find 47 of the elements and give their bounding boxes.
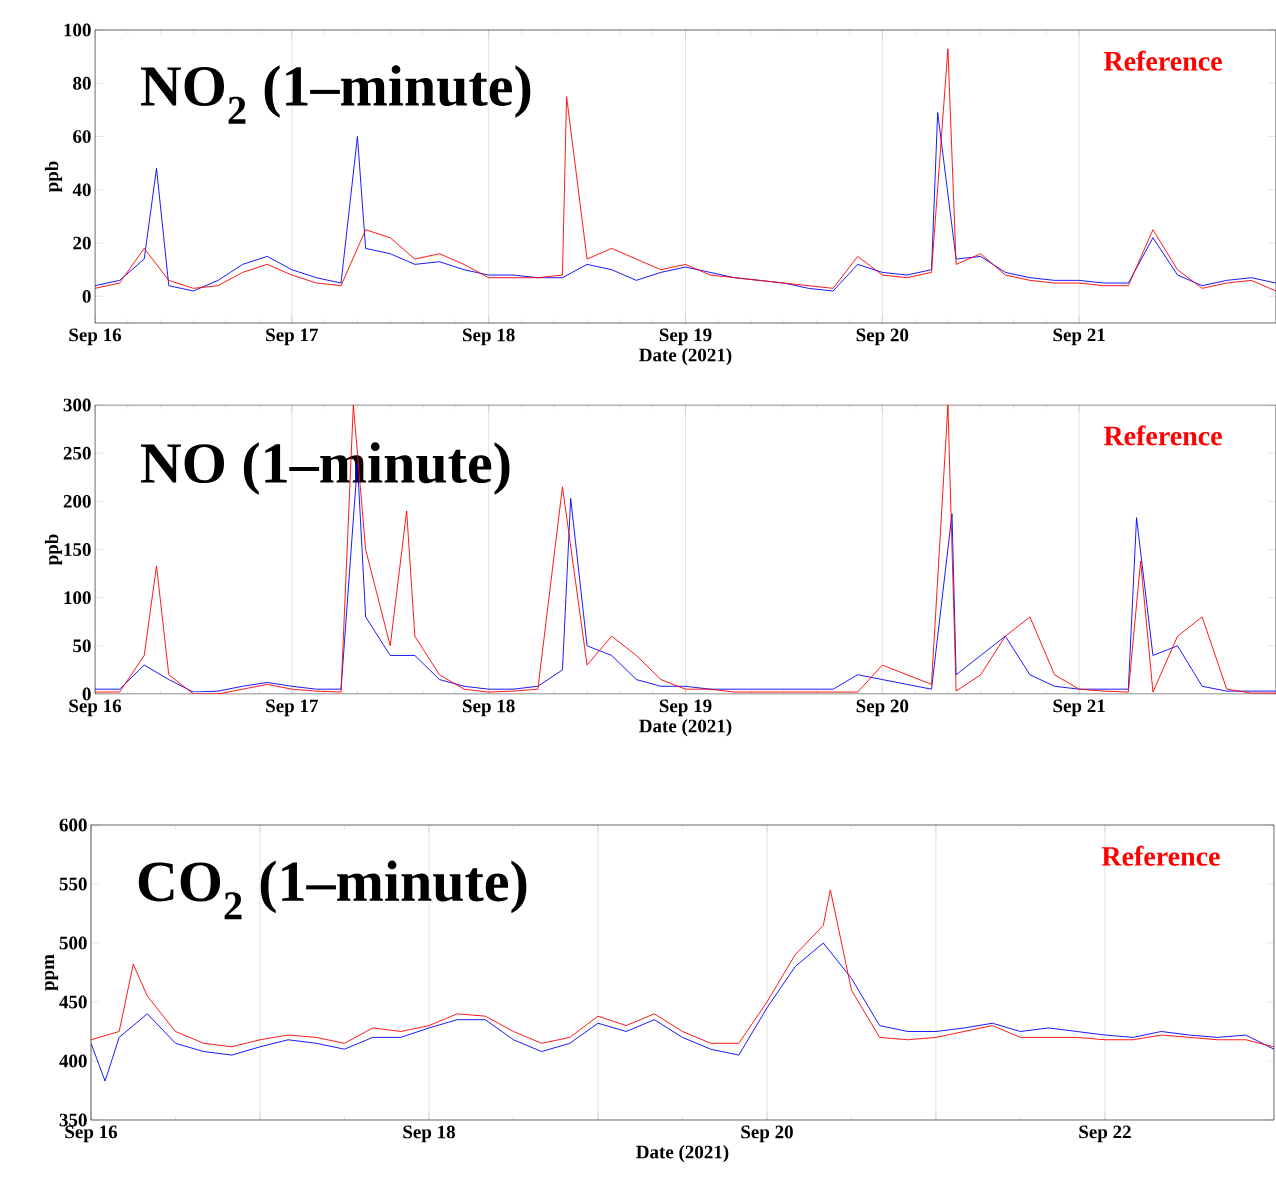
x-tick-label: Sep 21: [1053, 699, 1105, 717]
y-tick-label: 250: [63, 446, 91, 460]
y-tick-label: 100: [64, 591, 91, 605]
x-tick-label: Sep 20: [856, 328, 909, 346]
y-tick-label: 100: [64, 23, 91, 37]
y-tick-label: 150: [64, 543, 91, 556]
x-tick-label: Sep 21: [1053, 328, 1105, 346]
y-tick-label: 40: [72, 183, 91, 197]
y-tick-label: 500: [59, 936, 87, 950]
x-tick-label: Sep 18: [463, 328, 515, 346]
x-tick-label: Sep 20: [856, 699, 909, 717]
x-tick-label: Sep 16: [69, 699, 122, 717]
text: Reference: [1103, 425, 1222, 446]
x-tick-label: Sep 18: [463, 699, 515, 717]
y-tick-label: 400: [59, 1054, 87, 1068]
y-tick-label: 20: [73, 236, 91, 250]
y-axis-title: ppb: [44, 161, 63, 193]
y-tick-label: 200: [63, 494, 91, 508]
y-tick-label: 80: [73, 76, 91, 90]
x-tick-label: Sep 22: [1079, 1125, 1131, 1143]
x-tick-label: Sep 18: [403, 1125, 455, 1143]
text: NO$_{2}$ (1–minute): [140, 65, 531, 124]
x-tick-label: Sep 20: [741, 1125, 793, 1143]
y-tick-label: 0: [82, 687, 91, 701]
y-tick-label: 300: [63, 398, 91, 412]
y-axis-title: ppm: [45, 954, 59, 991]
y-tick-label: 550: [59, 877, 87, 891]
line-series: [91, 942, 1274, 1082]
x-tick-label: Sep 17: [266, 699, 319, 717]
y-tick-label: 450: [59, 995, 87, 1009]
x-tick-label: Sep 19: [659, 328, 712, 346]
x-tick-label: Sep 19: [659, 699, 712, 717]
text: CO$_{2}$ (1–minute): [138, 860, 527, 920]
text: Reference: [1103, 50, 1222, 71]
x-tick-label: Sep 16: [65, 1125, 118, 1143]
x-axis-title: Date (2021): [639, 348, 732, 366]
y-tick-label: 0: [82, 289, 91, 303]
y-axis-title: ppb: [44, 534, 63, 566]
x-axis-title: Date (2021): [636, 1145, 729, 1163]
text: Reference: [1101, 845, 1220, 866]
y-tick-label: 600: [59, 818, 87, 832]
x-axis-title: Date (2021): [639, 719, 732, 737]
x-tick-label: Sep 16: [69, 328, 122, 346]
y-tick-label: 60: [73, 130, 91, 143]
x-tick-label: Sep 17: [266, 328, 319, 346]
y-tick-label: 50: [73, 639, 91, 653]
y-tick-label: 350: [59, 1113, 87, 1127]
